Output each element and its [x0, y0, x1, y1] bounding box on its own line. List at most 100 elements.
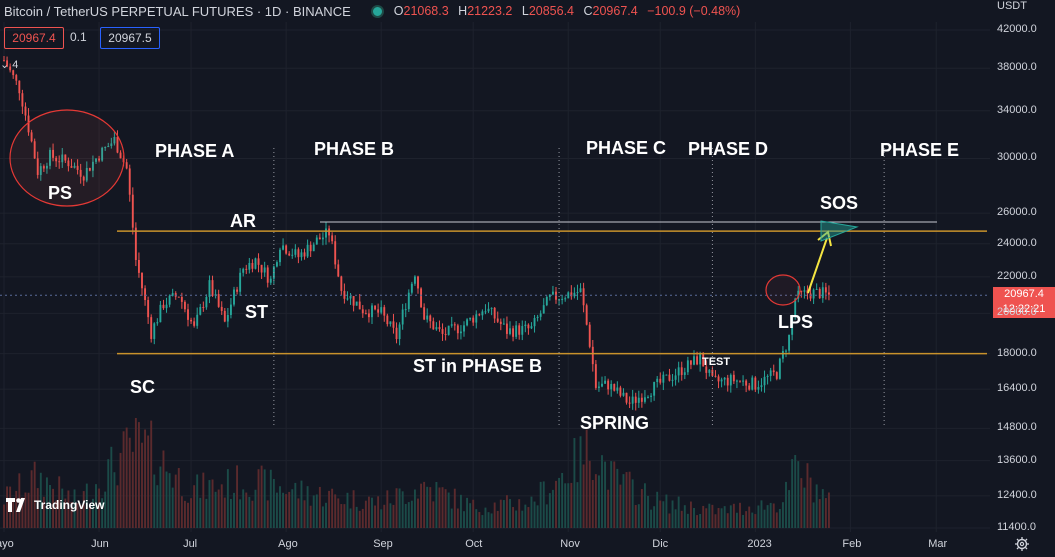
candle-body: [515, 325, 518, 337]
buy-price-button[interactable]: 20967.5: [100, 27, 160, 49]
indicators-toggle[interactable]: ⌄ 4: [0, 58, 18, 71]
volume-bar: [742, 514, 745, 528]
volume-bar: [674, 509, 677, 528]
volume-bar: [67, 490, 70, 528]
volume-bar: [637, 504, 640, 528]
volume-bar: [410, 500, 413, 528]
volume-bar: [453, 488, 456, 528]
candle-body: [751, 377, 754, 390]
symbol-title[interactable]: Bitcoin / TetherUS PERPETUAL FUTURES · 1…: [4, 3, 351, 19]
volume-bar: [401, 491, 404, 528]
candle-body: [315, 237, 318, 245]
candle-body: [229, 304, 232, 315]
volume-bar: [444, 489, 447, 528]
candle-body: [821, 287, 824, 299]
volume-bar: [137, 422, 140, 528]
candle-body: [650, 395, 653, 397]
volume-bar: [70, 501, 73, 528]
volume-bar: [165, 471, 168, 528]
volume-bar: [248, 496, 251, 528]
candle-body: [671, 379, 674, 381]
volume-bar: [346, 492, 349, 528]
candle-body: [610, 383, 613, 390]
candle-body: [518, 325, 521, 335]
sell-price-button[interactable]: 20967.4: [4, 27, 64, 49]
volume-bar: [515, 510, 518, 528]
volume-bar: [371, 497, 373, 528]
volume-bar: [647, 495, 649, 528]
candle-body: [220, 306, 223, 311]
chevron-down-icon: ⌄: [0, 59, 10, 71]
candle-body: [156, 322, 159, 324]
volume-bar: [417, 498, 419, 528]
volume-bar: [233, 492, 235, 528]
candle-body: [674, 375, 677, 380]
volume-bar: [266, 500, 269, 528]
gear-icon[interactable]: [1015, 537, 1029, 551]
volume-bar: [429, 487, 432, 528]
candle-body: [211, 280, 214, 296]
candle-body: [607, 380, 610, 390]
candle-body: [24, 106, 27, 116]
candle-body: [202, 307, 205, 309]
volume-bar: [558, 477, 561, 528]
volume-bar: [95, 484, 97, 528]
candle-body: [266, 267, 269, 283]
volume-bar: [64, 498, 67, 528]
high-value: 21223.2: [467, 4, 513, 18]
candle-body: [73, 165, 76, 168]
candle-body: [309, 244, 312, 252]
volume-bar: [555, 480, 557, 528]
tradingview-logo[interactable]: TradingView: [6, 498, 104, 512]
volume-bar: [502, 500, 505, 528]
volume-bar: [659, 500, 662, 528]
candle-body: [131, 194, 134, 228]
candle-body: [371, 305, 373, 318]
candle-body: [613, 383, 616, 391]
candle-body: [101, 147, 104, 161]
candle-body: [453, 324, 456, 326]
candle-body: [827, 292, 830, 295]
candle-body: [263, 267, 266, 273]
volume-bar: [788, 490, 791, 528]
volume-bar: [263, 469, 266, 528]
candle-body: [223, 310, 226, 322]
volume-bar: [579, 436, 582, 528]
annotation-ar: AR: [230, 211, 256, 231]
candle-body: [377, 309, 380, 313]
volume-bar: [631, 479, 634, 528]
candle-body: [168, 295, 171, 305]
volume-bar: [597, 475, 600, 528]
candle-body: [349, 296, 352, 299]
volume-bar: [183, 500, 186, 528]
volume-bars: [3, 418, 830, 528]
candle-body: [499, 321, 502, 324]
candle-body: [334, 241, 337, 265]
volume-bar: [539, 481, 542, 528]
time-tick-label: Ago: [278, 538, 298, 550]
candle-body: [346, 298, 349, 300]
currency-label[interactable]: USDT: [997, 0, 1027, 12]
volume-bar: [726, 513, 729, 528]
candle-body: [64, 154, 67, 161]
candle-body: [628, 402, 631, 404]
volume-bar: [613, 461, 616, 528]
volume-bar: [193, 485, 196, 528]
volume-bar: [650, 509, 653, 528]
volume-bar: [622, 474, 625, 528]
volume-bar: [806, 463, 809, 528]
candle-body: [585, 305, 588, 325]
volume-bar: [668, 513, 671, 528]
volume-bar: [131, 451, 134, 528]
candle-body: [640, 397, 643, 402]
candle-body: [395, 327, 398, 340]
volume-bar: [505, 495, 508, 528]
volume-bar: [202, 472, 205, 528]
candle-body: [242, 268, 245, 273]
volume-bar: [104, 491, 107, 528]
candle-body: [745, 380, 748, 386]
volume-bar: [748, 506, 751, 528]
candle-body: [800, 290, 803, 292]
brand-name: TradingView: [34, 498, 105, 512]
